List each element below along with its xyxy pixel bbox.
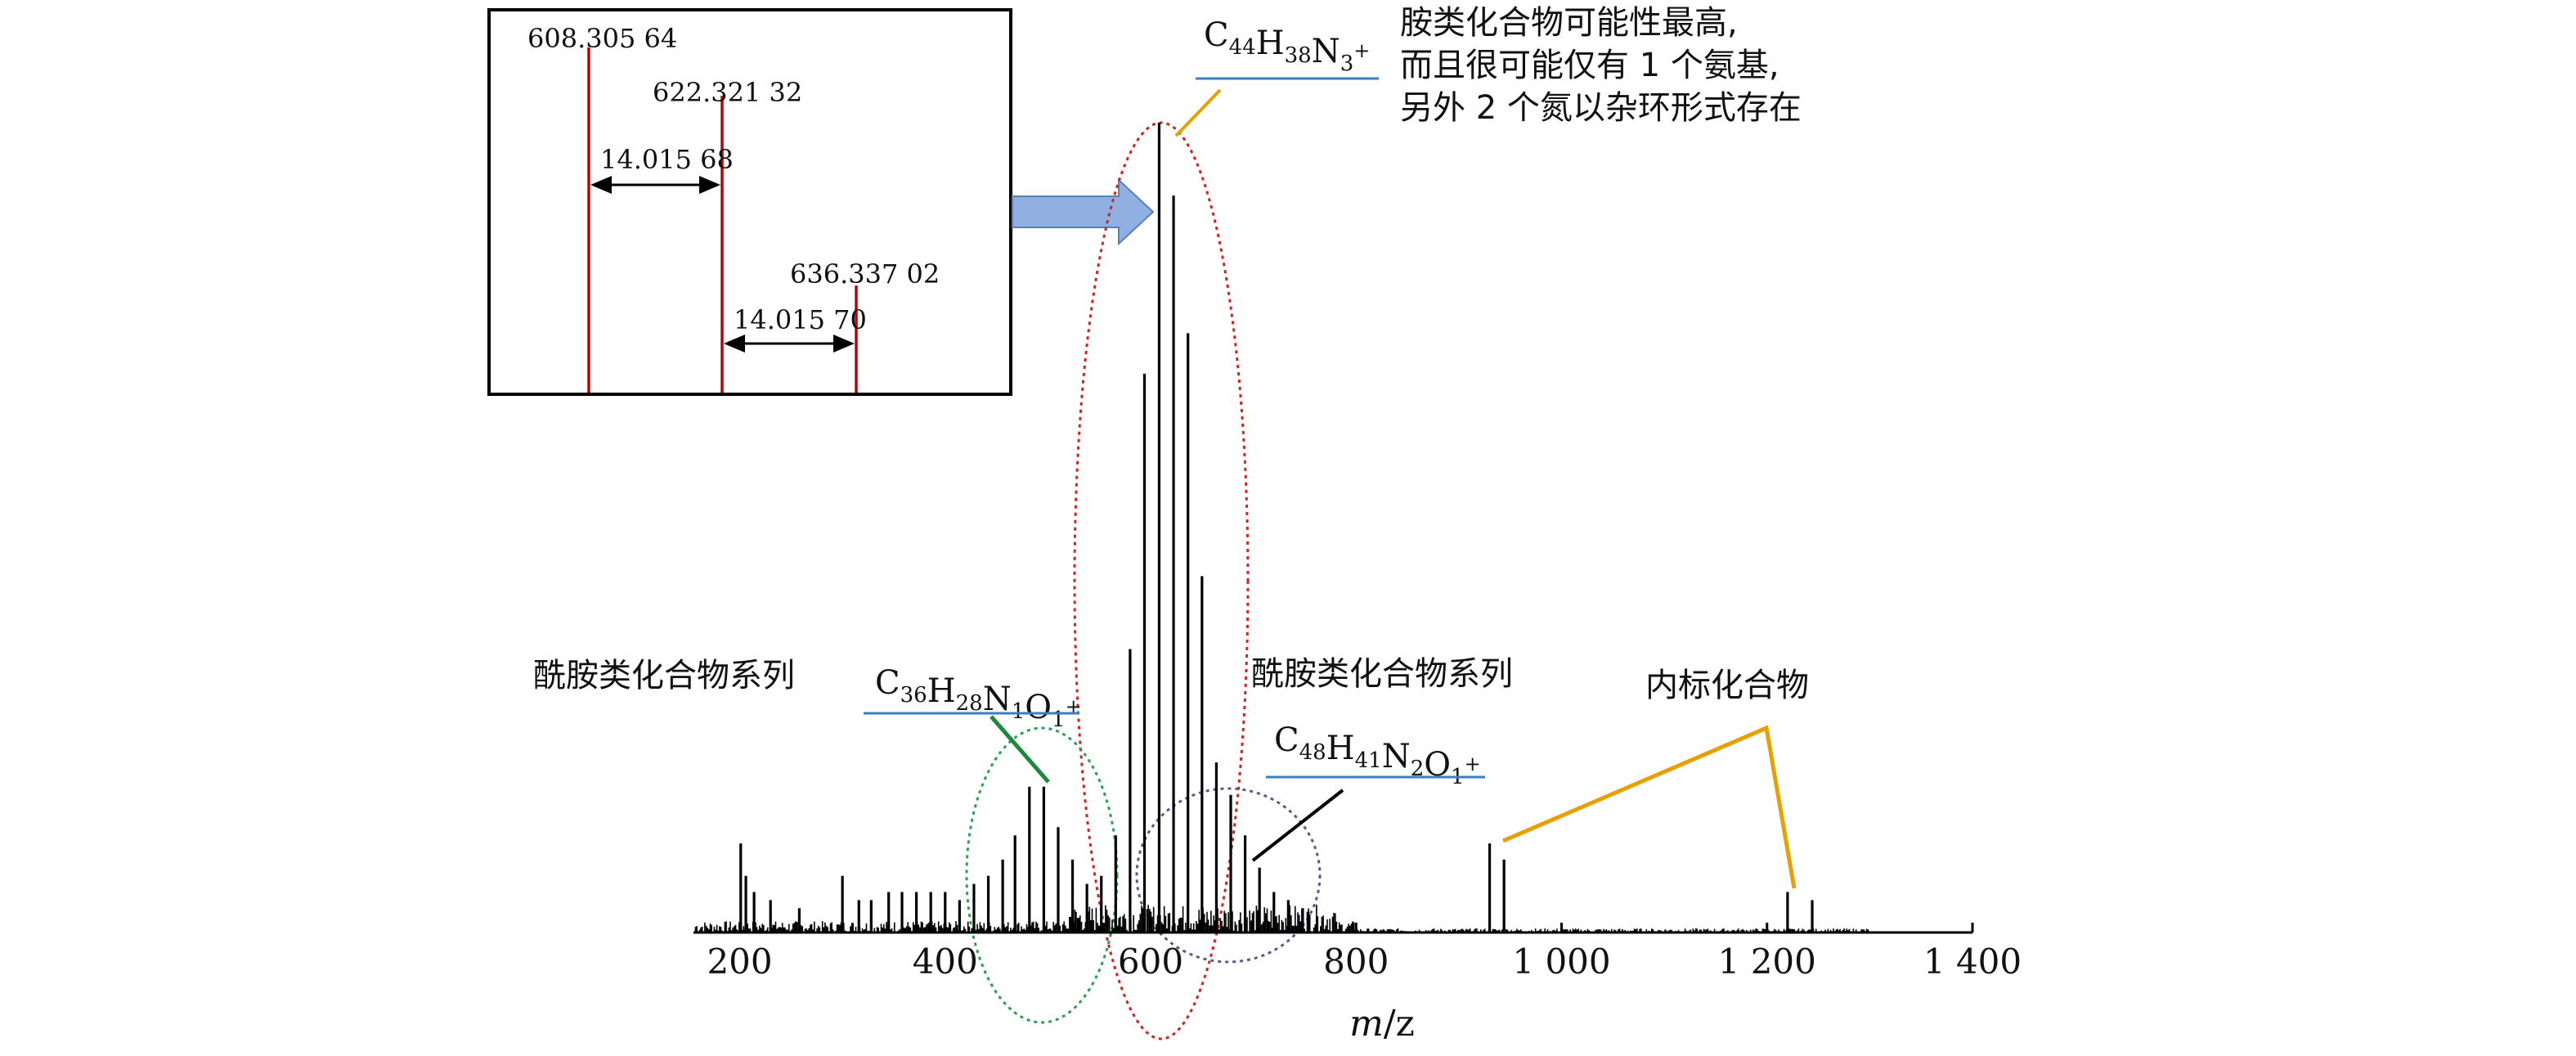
top-note-line-3: 另外 2 个氮以杂环形式存在	[1400, 89, 1802, 127]
inset-diff-arrow-2-head-left	[724, 335, 745, 353]
top-formula: C44H38N3+	[1204, 16, 1370, 76]
inset-diff-arrow-2-head-right	[833, 335, 855, 353]
right-formula-leader	[1251, 789, 1344, 862]
inset-zoom-panel: 608.305 64 622.321 32 636.337 02 14.015 68 1…	[487, 8, 1012, 396]
x-tick-label-200: 200	[707, 941, 772, 982]
left-formula: C36H28N1O1+	[875, 664, 1082, 732]
inset-diff-arrow-1-head-right	[699, 176, 720, 194]
x-tick-label-1200: 1 200	[1718, 941, 1816, 982]
left-series-label: 酰胺类化合物系列	[533, 657, 795, 694]
top-note-line-2: 而且很可能仅有 1 个氨基,	[1400, 47, 1779, 84]
peak-cluster-ellipses	[965, 121, 1322, 1040]
left-formula-leader	[990, 715, 1050, 784]
top-formula-leader	[1174, 88, 1222, 137]
right-formula: C48H41N2O1+	[1274, 721, 1481, 789]
block-arrow	[1012, 177, 1155, 246]
inset-diff-label-2: 14.015 70	[734, 304, 867, 335]
zoom-arrow	[1012, 177, 1155, 246]
inset-peak-label-0: 608.305 64	[527, 23, 677, 54]
purple-cluster-ellipse	[1135, 787, 1322, 964]
x-axis-label: m/z	[1349, 1003, 1415, 1045]
top-note: 胺类化合物可能性最高, 而且很可能仅有 1 个氨基, 另外 2 个氮以杂环形式存…	[1400, 2, 1802, 129]
inset-peak-label-2: 636.337 02	[790, 258, 940, 290]
inset-frame	[487, 8, 1012, 396]
x-tick-label-800: 800	[1323, 941, 1389, 982]
spectrum-plot	[694, 123, 1870, 932]
x-axis: 200 400 600 800 1 000 1 200 1 400 m/z	[693, 923, 2022, 1045]
x-tick-label-1000: 1 000	[1512, 941, 1610, 982]
top-note-line-1: 胺类化合物可能性最高,	[1400, 4, 1738, 42]
inset-diff-arrow-1-head-left	[590, 176, 612, 194]
internal-standard-label: 内标化合物	[1645, 667, 1809, 704]
inset-diff-label-1: 14.015 68	[600, 144, 734, 175]
right-series-label: 酰胺类化合物系列	[1251, 655, 1513, 693]
internal-standard-leader	[1502, 725, 1797, 889]
x-tick-label-1400: 1 400	[1923, 941, 2022, 982]
x-tick-label-600: 600	[1118, 941, 1183, 982]
inset-peak-label-1: 622.321 32	[653, 77, 802, 108]
x-tick-label-400: 400	[913, 941, 978, 982]
red-cluster-ellipse	[1073, 121, 1250, 1040]
green-cluster-ellipse	[965, 726, 1119, 1024]
annotation-labels: C44H38N3+ C36H28N1O1+ C48H41N2O1+	[864, 16, 1797, 889]
